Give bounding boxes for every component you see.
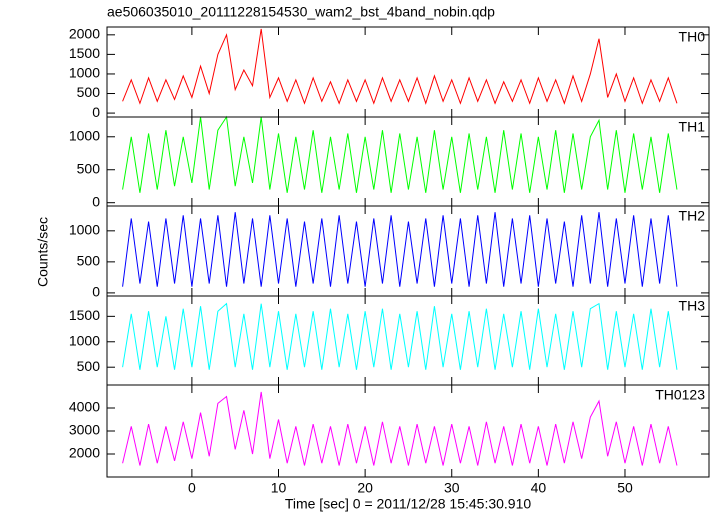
x-tick-label: 20 — [357, 480, 373, 496]
y-tick-label: 1500 — [69, 45, 100, 61]
data-line — [122, 115, 678, 193]
y-tick-label: 3000 — [69, 422, 100, 438]
y-tick-label: 500 — [77, 253, 101, 269]
y-tick-label: 1000 — [69, 222, 100, 238]
x-tick-label: 40 — [531, 480, 547, 496]
y-tick-label: 0 — [92, 284, 100, 300]
chart-title: ae506035010_20111228154530_wam2_bst_4ban… — [107, 4, 495, 20]
y-tick-label: 0 — [92, 193, 100, 209]
y-tick-label: 2000 — [69, 445, 100, 461]
x-tick-label: 30 — [444, 480, 460, 496]
y-tick-label: 0 — [92, 104, 100, 120]
y-tick-label: 1500 — [69, 307, 100, 323]
data-line — [122, 28, 678, 105]
y-tick-label: 500 — [77, 84, 101, 100]
data-line — [122, 302, 678, 370]
data-line — [122, 212, 678, 287]
x-axis-label: Time [sec] 0 = 2011/12/28 15:45:30.910 — [285, 496, 532, 512]
panel-label: TH0 — [679, 29, 706, 45]
y-tick-label: 1000 — [69, 332, 100, 348]
y-tick-label: 1000 — [69, 65, 100, 81]
x-tick-label: 10 — [271, 480, 287, 496]
x-tick-label: 0 — [188, 480, 196, 496]
y-tick-label: 500 — [77, 358, 101, 374]
panel-label: TH1 — [679, 119, 706, 135]
y-tick-label: 500 — [77, 160, 101, 176]
x-tick-label: 50 — [617, 480, 633, 496]
panel-label: TH0123 — [655, 387, 705, 403]
y-tick-label: 2000 — [69, 26, 100, 42]
data-line — [122, 391, 678, 466]
y-tick-label: 4000 — [69, 399, 100, 415]
panel-label: TH3 — [679, 298, 706, 314]
panel-label: TH2 — [679, 208, 706, 224]
y-tick-label: 1000 — [69, 127, 100, 143]
y-axis-label: Counts/sec — [35, 217, 51, 287]
